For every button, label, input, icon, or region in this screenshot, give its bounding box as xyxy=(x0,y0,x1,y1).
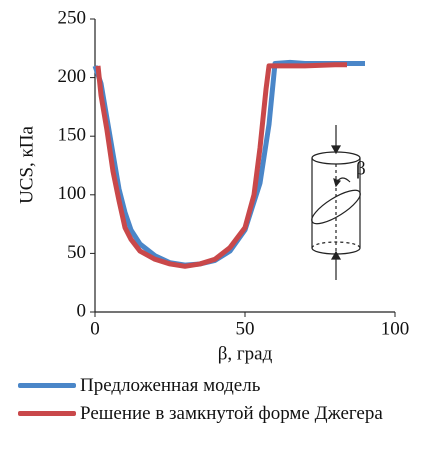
chart: UCS, кПа β, град β 0 50 100 150 200 250 0 50 100 xyxy=(0,0,423,370)
inset-diagram xyxy=(307,125,364,280)
x-tick-label: 50 xyxy=(236,318,255,339)
y-axis-label: UCS, кПа xyxy=(16,126,37,204)
x-axis-label: β, град xyxy=(218,343,273,364)
y-tick-label: 150 xyxy=(58,125,87,146)
legend-label: Предложенная модель xyxy=(80,376,415,396)
y-tick-label: 250 xyxy=(58,7,87,28)
legend-label: Решение в замкнутой форме Джегера xyxy=(80,404,415,424)
y-tick-label: 50 xyxy=(67,242,86,263)
x-tick-label: 100 xyxy=(381,318,410,339)
x-tick-label: 0 xyxy=(90,318,100,339)
legend-swatch xyxy=(18,383,76,388)
inset-label: β xyxy=(356,158,366,179)
y-tick-label: 100 xyxy=(58,183,87,204)
y-tick-label: 0 xyxy=(77,300,87,321)
legend-swatch xyxy=(18,411,76,416)
page: UCS, кПа β, град β 0 50 100 150 200 250 0 50 100… xyxy=(0,0,423,455)
y-tick-label: 200 xyxy=(58,66,87,87)
